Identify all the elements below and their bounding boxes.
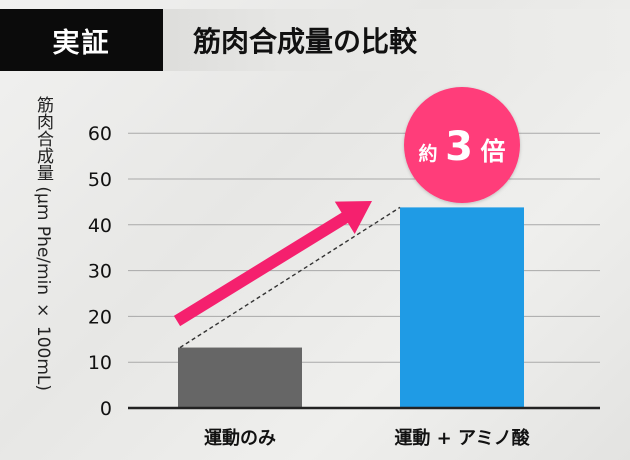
- y-tick-label: 50: [88, 169, 112, 191]
- callout-circle: [404, 87, 520, 203]
- callout-number: 3: [445, 124, 473, 170]
- page-title: 筋肉合成量の比較: [193, 25, 418, 58]
- callout-prefix: 約: [418, 142, 437, 165]
- bars: [178, 207, 524, 408]
- y-tick-label: 0: [100, 398, 112, 420]
- y-axis-label: 筋肉合成量 (μm Phe/min × 100mL): [33, 96, 53, 392]
- dashed-trend-line: [179, 206, 401, 349]
- x-tick-label: 運動のみ: [204, 427, 276, 449]
- y-tick-label: 20: [88, 306, 112, 328]
- bar-2: [400, 207, 524, 408]
- header-badge: 実証: [0, 9, 163, 71]
- bar-1: [178, 347, 302, 408]
- grid-lines: [128, 132, 600, 363]
- callout-text: 約 3 倍: [418, 124, 505, 170]
- increase-arrow: [173, 201, 372, 327]
- y-tick-label: 10: [88, 352, 112, 374]
- ratio-callout: 約 3 倍: [404, 87, 520, 203]
- y-tick-labels: 0 10 20 30 40 50 60: [88, 123, 112, 420]
- x-tick-label: 運動 + アミノ酸: [394, 427, 530, 449]
- y-tick-label: 30: [88, 261, 112, 283]
- arrow-head: [334, 201, 372, 234]
- x-tick-labels: 運動のみ 運動 + アミノ酸: [204, 427, 531, 449]
- callout-suffix: 倍: [481, 137, 506, 166]
- y-tick-label: 60: [88, 123, 112, 145]
- y-tick-label: 40: [88, 215, 112, 237]
- arrow-shaft: [173, 211, 350, 327]
